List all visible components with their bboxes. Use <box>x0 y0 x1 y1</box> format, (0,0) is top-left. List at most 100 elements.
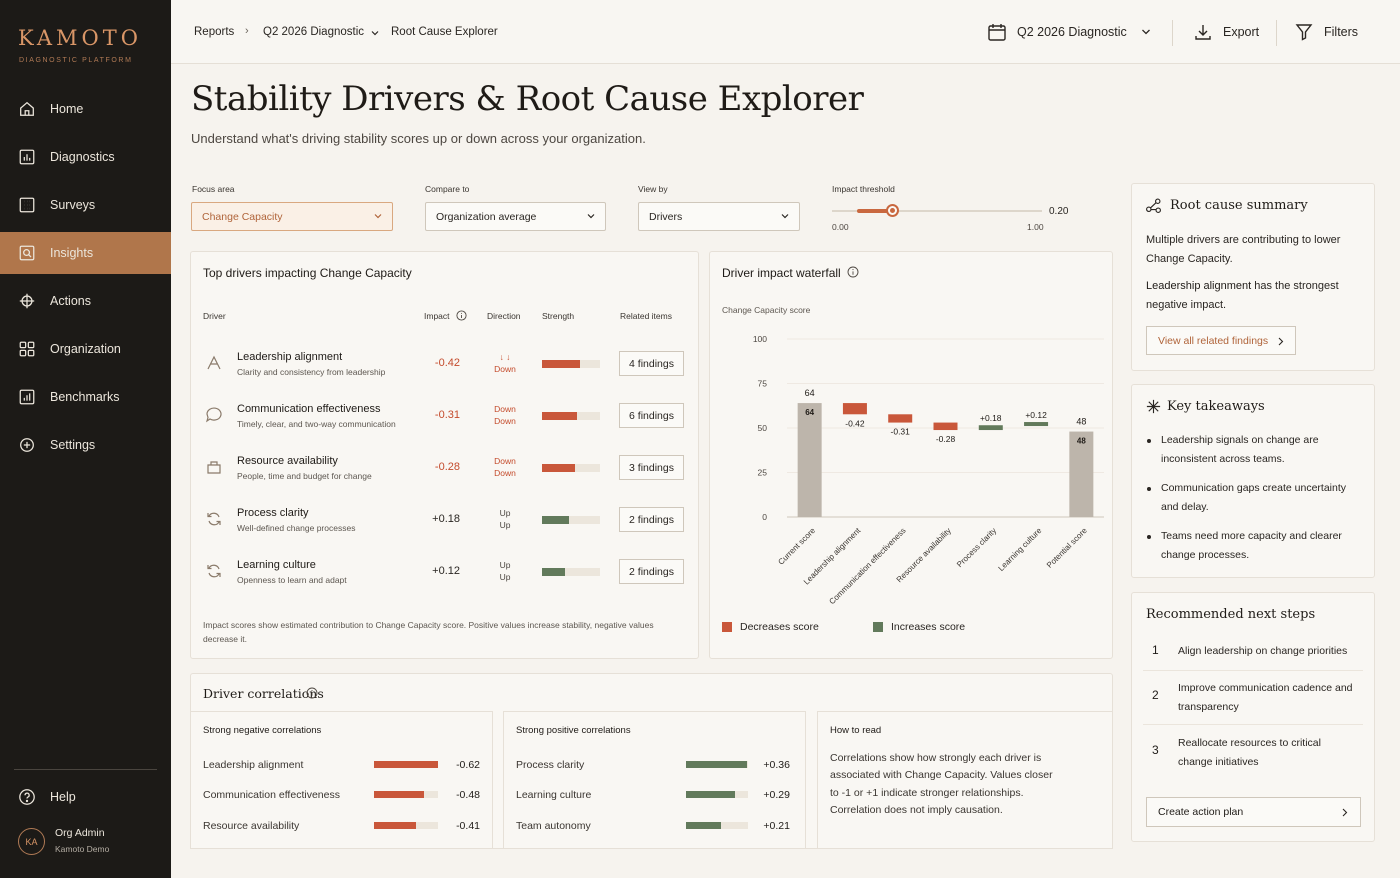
sidebar-item-organization[interactable]: Organization <box>0 328 171 370</box>
strength-bar-fill <box>542 516 569 524</box>
sidebar-item-label: Surveys <box>50 198 96 212</box>
x-tick-label: Communication effectiveness <box>827 526 907 606</box>
info-icon[interactable] <box>456 310 467 321</box>
filters-label: Filters <box>1324 25 1359 39</box>
threshold-max: 1.00 <box>1027 222 1044 232</box>
view-by-select[interactable]: Drivers <box>638 202 800 231</box>
key-takeaways-card <box>1131 384 1375 578</box>
topbar-divider <box>1172 20 1173 46</box>
negative-correlations-panel <box>190 711 493 849</box>
period-selector[interactable]: Q2 2026 Diagnostic <box>987 22 1161 42</box>
sidebar-item-settings[interactable]: Settings <box>0 424 171 466</box>
how-to-read-title: How to read <box>830 725 882 736</box>
avatar[interactable]: KA <box>18 828 45 855</box>
grid-icon <box>19 197 35 213</box>
x-tick-label: Learning culture <box>997 526 1044 573</box>
correlation-value: -0.48 <box>456 789 480 801</box>
findings-button[interactable]: 6 findings <box>619 403 684 428</box>
correlation-bar-fill <box>686 822 721 829</box>
driver-direction: Up <box>499 560 511 570</box>
driver-direction-label: Up <box>499 520 511 530</box>
driver-description: Openness to learn and adapt <box>237 575 347 585</box>
process-icon <box>204 509 224 529</box>
driver-direction-label: Up <box>499 572 511 582</box>
org-icon <box>19 341 35 357</box>
negative-correlations-title: Strong negative correlations <box>203 725 322 736</box>
strength-bar-track <box>542 516 600 524</box>
legend-decrease-swatch <box>722 622 732 632</box>
bullet-marker <box>1147 439 1151 443</box>
sidebar-item-benchmarks[interactable]: Benchmarks <box>0 376 171 418</box>
breadcrumb-reports[interactable]: Reports <box>194 26 235 38</box>
data-label: -0.31 <box>891 427 911 437</box>
app-logo-subtitle: DIAGNOSTIC PLATFORM <box>19 57 133 64</box>
sidebar-item-label: Settings <box>50 438 96 452</box>
findings-button[interactable]: 4 findings <box>619 351 684 376</box>
sidebar-item-home[interactable]: Home <box>0 88 171 130</box>
driver-description: Timely, clear, and two-way communication <box>237 419 396 429</box>
drivers-card-title: Top drivers impacting Change Capacity <box>203 266 412 280</box>
summary-line-2-text: has the strongest negative impact. <box>1146 280 1339 311</box>
filters-button[interactable]: Filters <box>1294 22 1358 42</box>
sidebar-item-label: Insights <box>50 246 94 260</box>
findings-button[interactable]: 3 findings <box>619 455 684 480</box>
legend-increase-label: Increases score <box>891 621 966 633</box>
findings-button[interactable]: 2 findings <box>619 507 684 532</box>
sidebar-item-label: Diagnostics <box>50 150 115 164</box>
step-text[interactable]: Align leadership on change priorities <box>1178 645 1348 657</box>
app-logo[interactable]: KAMOTO <box>18 26 142 50</box>
step-divider <box>1143 724 1363 725</box>
resource-icon <box>204 457 224 477</box>
threshold-slider-track[interactable] <box>832 210 1042 212</box>
correlation-bar-fill <box>374 822 416 829</box>
driver-impact: +0.12 <box>432 565 460 577</box>
data-label-inner: 64 <box>805 408 814 417</box>
info-icon[interactable] <box>847 266 859 278</box>
driver-impact: -0.31 <box>434 409 460 421</box>
export-button[interactable]: Export <box>1193 22 1259 42</box>
col-header-related: Related items <box>620 311 672 321</box>
col-header-impact: Impact <box>424 311 450 321</box>
sidebar-item-label: Benchmarks <box>50 390 120 404</box>
chevron-down-icon <box>587 214 595 219</box>
waterfall-bar-decrease <box>888 414 913 423</box>
chevron-down-icon[interactable] <box>371 29 379 37</box>
sidebar-item-label: Help <box>50 790 76 804</box>
view-by-label: View by <box>638 184 668 194</box>
takeaway-item: Communication gaps create uncertainty an… <box>1161 482 1347 513</box>
sparkle-icon <box>1146 399 1161 414</box>
correlation-value: +0.29 <box>763 789 790 801</box>
step-text[interactable]: Improve communication cadence and transp… <box>1178 682 1353 713</box>
step-number: 2 <box>1152 688 1159 702</box>
create-action-plan-button[interactable]: Create action plan <box>1146 797 1361 827</box>
waterfall-bar-increase <box>1024 422 1049 427</box>
how-to-read-panel <box>817 711 1113 849</box>
sidebar-item-surveys[interactable]: Surveys <box>0 184 171 226</box>
driver-name: Learning culture <box>237 559 316 571</box>
drivers-card <box>190 251 699 659</box>
sidebar-item-actions[interactable]: Actions <box>0 280 171 322</box>
view-related-findings-button[interactable]: View all related findings <box>1146 326 1296 355</box>
threshold-min: 0.00 <box>832 222 849 232</box>
findings-button[interactable]: 2 findings <box>619 559 684 584</box>
user-org: Kamoto Demo <box>55 844 110 854</box>
correlation-value: -0.62 <box>456 759 480 771</box>
col-header-driver: Driver <box>203 311 226 321</box>
target-icon <box>19 293 35 309</box>
driver-description: People, time and budget for change <box>237 471 372 481</box>
breadcrumb-diagnostic[interactable]: Q2 2026 Diagnostic <box>263 26 365 38</box>
data-label: 64 <box>805 388 815 398</box>
waterfall-bar-decrease <box>842 403 867 415</box>
focus-area-select[interactable]: Change Capacity <box>191 202 393 231</box>
step-text[interactable]: Reallocate resources to critical change … <box>1178 737 1321 768</box>
info-icon[interactable] <box>306 687 318 699</box>
sidebar-item-diagnostics[interactable]: Diagnostics <box>0 136 171 178</box>
compare-select[interactable]: Organization average <box>425 202 606 231</box>
sidebar-item-insights[interactable]: Insights <box>0 232 171 274</box>
correlation-bar-fill <box>374 761 438 768</box>
sidebar-item-help[interactable]: Help <box>0 776 171 818</box>
correlation-label: Process clarity <box>516 759 585 771</box>
chevron-down-icon <box>374 214 382 219</box>
step-number: 3 <box>1152 743 1159 757</box>
threshold-slider-handle[interactable] <box>886 204 899 217</box>
